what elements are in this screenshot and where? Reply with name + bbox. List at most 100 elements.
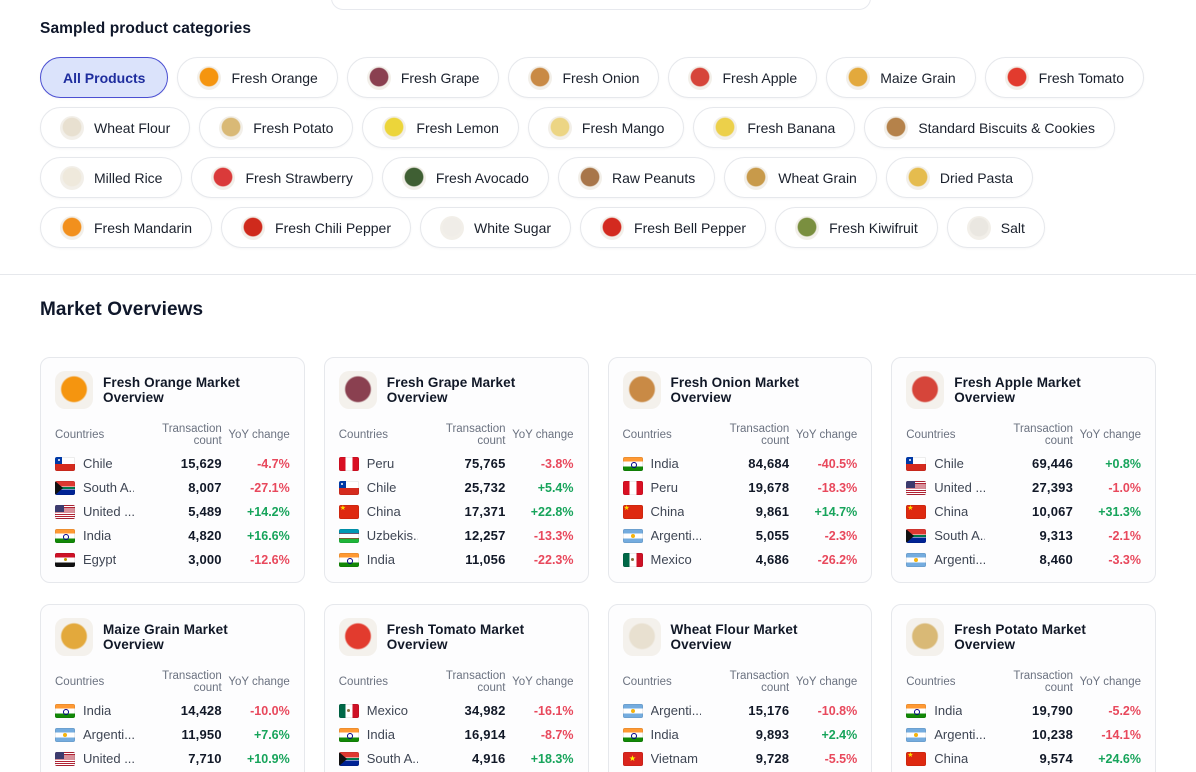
- country-name: India: [83, 703, 112, 718]
- pasta-icon: [905, 165, 930, 190]
- search-bar-partial[interactable]: [331, 0, 871, 10]
- china-flag-icon: [906, 751, 927, 766]
- category-pill-fresh-onion[interactable]: Fresh Onion: [508, 57, 660, 98]
- yoy-change: -27.1%: [250, 480, 290, 495]
- table-header: Countries Transaction count YoY change: [339, 670, 574, 694]
- table-row: United ... 5,489 +14.2%: [55, 504, 290, 519]
- yoy-change: -14.1%: [1101, 727, 1141, 742]
- countries-column-header: Countries: [55, 429, 105, 441]
- category-pill-label: Fresh Apple: [722, 69, 798, 86]
- biscuits-icon: [884, 115, 909, 140]
- yoy-column-header: YoY change: [795, 429, 858, 441]
- transactions-column-header: Transaction count: [162, 670, 222, 694]
- category-pill-fresh-apple[interactable]: Fresh Apple: [668, 57, 818, 98]
- transactions-column-header: Transaction count: [445, 423, 506, 447]
- transaction-count: 12,257: [464, 528, 506, 543]
- country-name: China: [650, 504, 685, 519]
- category-pill-all-products[interactable]: All Products: [40, 57, 169, 98]
- category-pill-fresh-potato[interactable]: Fresh Potato: [199, 107, 354, 148]
- yoy-change: +7.6%: [253, 727, 290, 742]
- category-pill-white-sugar[interactable]: White Sugar: [419, 207, 572, 248]
- mandarin-icon: [60, 215, 84, 240]
- yoy-change: -3.8%: [540, 456, 574, 471]
- category-pill-fresh-tomato[interactable]: Fresh Tomato: [984, 57, 1145, 98]
- country-cell: South A...: [338, 751, 418, 766]
- country-cell: Chile: [55, 456, 134, 471]
- table-row: China 9,861 +14.7%: [622, 504, 857, 519]
- yoy-change: -26.2%: [817, 552, 858, 567]
- category-pill-maize-grain[interactable]: Maize Grain: [826, 57, 976, 98]
- category-pill-label: Fresh Onion: [562, 69, 640, 86]
- category-pill-label: Fresh Chili Pepper: [275, 219, 391, 236]
- country-cell: Uzbekis...: [338, 528, 418, 543]
- category-pill-fresh-mango[interactable]: Fresh Mango: [527, 107, 685, 148]
- category-pill-label: Wheat Flour: [94, 119, 171, 136]
- country-cell: Peru: [338, 456, 418, 471]
- countries-column-header: Countries: [55, 676, 105, 688]
- yoy-column-header: YoY change: [228, 676, 290, 688]
- card-header: Fresh Grape Market Overview: [338, 371, 574, 409]
- country-name: India: [83, 528, 112, 543]
- category-pill-milled-rice[interactable]: Milled Rice: [40, 157, 183, 198]
- market-card-fresh-apple-market-overview: Fresh Apple Market Overview Countries Tran…: [891, 357, 1156, 583]
- table-row: Chile 69,446 +0.8%: [906, 456, 1141, 471]
- yoy-change: -12.6%: [250, 552, 290, 567]
- category-pill-label: Milled Rice: [94, 169, 163, 186]
- table-header: Countries Transaction count YoY change: [623, 670, 858, 694]
- category-pill-label: Fresh Orange: [231, 69, 318, 86]
- transaction-count: 3,000: [188, 552, 222, 567]
- argentina-flag-icon: [906, 552, 927, 567]
- category-pill-fresh-chili-pepper[interactable]: Fresh Chili Pepper: [221, 207, 411, 248]
- category-pill-dried-pasta[interactable]: Dried Pasta: [885, 157, 1033, 198]
- country-name: China: [934, 751, 969, 766]
- category-pill-wheat-flour[interactable]: Wheat Flour: [40, 107, 191, 148]
- card-header: Fresh Tomato Market Overview: [338, 618, 574, 656]
- orange-icon: [197, 65, 222, 90]
- apple-icon: [688, 65, 713, 90]
- country-name: Argenti...: [934, 727, 985, 742]
- table-header: Countries Transaction count YoY change: [623, 423, 858, 447]
- country-name: United ...: [83, 504, 134, 519]
- category-pill-standard-biscuits-cookies[interactable]: Standard Biscuits & Cookies: [864, 107, 1115, 148]
- category-pill-fresh-mandarin[interactable]: Fresh Mandarin: [40, 207, 213, 248]
- country-name: Chile: [366, 480, 397, 495]
- transactions-column-header: Transaction count: [729, 423, 790, 447]
- transaction-count: 15,629: [180, 456, 222, 471]
- market-card-fresh-potato-market-overview: Fresh Potato Market Overview Countries Tra…: [891, 604, 1156, 772]
- category-pill-fresh-grape[interactable]: Fresh Grape: [346, 57, 500, 98]
- category-pill-salt[interactable]: Salt: [946, 207, 1045, 248]
- category-pill-fresh-strawberry[interactable]: Fresh Strawberry: [191, 157, 373, 198]
- table-row: Uzbekis... 12,257 -13.3%: [338, 528, 574, 543]
- category-pill-label: Fresh Grape: [400, 69, 480, 86]
- sugar-icon: [439, 215, 464, 240]
- transaction-count: 11,056: [465, 552, 506, 567]
- onion-icon: [622, 371, 661, 409]
- transaction-count: 7,710: [188, 751, 222, 766]
- transaction-count: 5,055: [755, 528, 790, 543]
- category-pill-label: Fresh Strawberry: [245, 169, 353, 186]
- category-pill-fresh-kiwifruit[interactable]: Fresh Kiwifruit: [775, 207, 938, 248]
- countries-column-header: Countries: [338, 676, 388, 688]
- category-pill-fresh-avocado[interactable]: Fresh Avocado: [381, 157, 549, 198]
- united-states-flag-icon: [55, 751, 75, 766]
- category-pill-wheat-grain[interactable]: Wheat Grain: [724, 157, 877, 198]
- yoy-change: -3.3%: [1108, 552, 1141, 567]
- table-row: South A... 8,007 -27.1%: [55, 480, 290, 495]
- vietnam-flag-icon: [622, 751, 643, 766]
- potato-icon: [219, 115, 244, 140]
- south-africa-flag-icon: [55, 480, 75, 495]
- country-cell: United ...: [55, 504, 134, 519]
- yoy-column-header: YoY change: [1079, 676, 1141, 688]
- country-name: Egypt: [83, 552, 117, 567]
- table-row: Argenti... 15,176 -10.8%: [622, 703, 857, 718]
- category-pill-fresh-lemon[interactable]: Fresh Lemon: [362, 107, 519, 148]
- table-row: India 19,790 -5.2%: [906, 703, 1141, 718]
- category-pill-raw-peanuts[interactable]: Raw Peanuts: [557, 157, 716, 198]
- table-row: Vietnam 9,728 -5.5%: [622, 751, 857, 766]
- south-africa-flag-icon: [906, 528, 927, 543]
- category-pill-fresh-orange[interactable]: Fresh Orange: [177, 57, 338, 98]
- category-pill-fresh-bell-pepper[interactable]: Fresh Bell Pepper: [580, 207, 767, 248]
- category-pill-fresh-banana[interactable]: Fresh Banana: [693, 107, 856, 148]
- category-pill-label: Fresh Banana: [747, 119, 836, 136]
- india-flag-icon: [55, 703, 75, 718]
